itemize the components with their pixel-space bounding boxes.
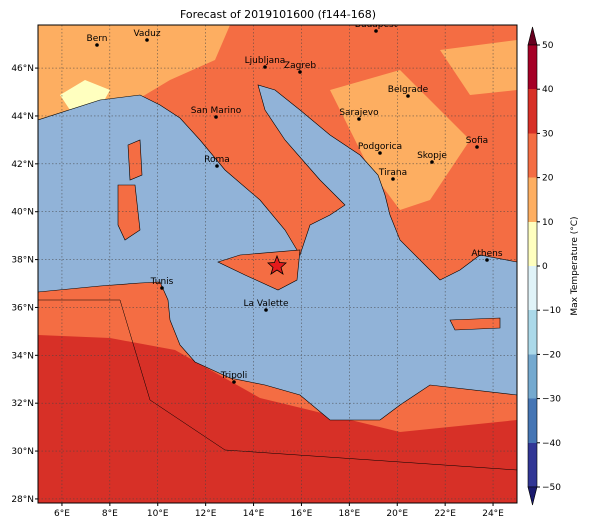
- colorbar-tick-label: −10: [542, 306, 561, 316]
- colorbar-extend-bottom: [527, 486, 538, 506]
- lat-tick-label: 46°N: [11, 64, 34, 74]
- lat-tick-label: 36°N: [11, 303, 34, 313]
- lon-tick-label: 24°E: [482, 509, 504, 519]
- lat-tick-label: 44°N: [11, 112, 34, 122]
- city-label: La Valette: [244, 299, 289, 309]
- city-label: Tirana: [378, 168, 407, 178]
- city-label: Bern: [87, 34, 108, 44]
- star-marker: [267, 254, 287, 275]
- colorbar-tick-label: −30: [542, 395, 561, 405]
- city-label: Budapest: [355, 20, 398, 30]
- colorbar-label: Max Temperature (°C): [570, 216, 580, 315]
- colorbar-tick-label: −40: [542, 439, 561, 449]
- lon-tick-label: 14°E: [243, 509, 265, 519]
- city-dot: [95, 43, 99, 47]
- sicily: [217, 249, 301, 291]
- warm-region: [330, 70, 470, 210]
- lon-tick-label: 8°E: [102, 509, 118, 519]
- city-dot: [475, 145, 479, 149]
- city-label: Ljubljana: [245, 56, 286, 66]
- crete: [449, 317, 501, 331]
- city-dot: [374, 29, 378, 33]
- city-dot: [391, 177, 395, 181]
- hot-region: [38, 335, 517, 503]
- lon-tick-label: 20°E: [386, 509, 408, 519]
- lon-tick-label: 12°E: [195, 509, 217, 519]
- lat-tick-label: 30°N: [11, 447, 34, 457]
- city-label: Tunis: [150, 277, 174, 287]
- border: [38, 299, 517, 471]
- lon-tick-label: 18°E: [339, 509, 361, 519]
- corsica: [127, 139, 143, 181]
- colorbar-extend-top: [527, 26, 538, 46]
- lat-tick-label: 40°N: [11, 208, 34, 218]
- city-label: Sofia: [466, 136, 488, 146]
- colorbar-ticks: −50 −40 −30 −20 −10 0 10 20 30 40 50: [537, 41, 561, 493]
- city-dot: [263, 65, 267, 69]
- city-label: Skopje: [417, 151, 447, 161]
- city-dot: [145, 38, 149, 42]
- colorbar-tick-label: 50: [542, 41, 554, 51]
- city-dot: [160, 286, 164, 290]
- colorbar-tick-label: 10: [542, 218, 554, 228]
- city-label: Podgorica: [358, 142, 402, 152]
- city-label: Tripoli: [220, 371, 248, 381]
- city-dot: [298, 70, 302, 74]
- city-dot: [406, 94, 410, 98]
- city-label: Belgrade: [388, 85, 429, 95]
- colorbar-tick-label: −50: [542, 483, 561, 493]
- colorbar-tick-label: 30: [542, 129, 554, 139]
- city-label: Vaduz: [133, 29, 160, 39]
- colorbar-tick-label: 0: [542, 262, 548, 272]
- city-dot: [264, 308, 268, 312]
- lat-tick-label: 34°N: [11, 351, 34, 361]
- colorbar: [527, 44, 538, 488]
- lon-tick-label: 10°E: [147, 509, 169, 519]
- city-dot: [378, 151, 382, 155]
- city-dot: [430, 160, 434, 164]
- city-dot: [357, 117, 361, 121]
- city-label: Sarajevo: [339, 108, 379, 118]
- colorbar-tick-label: −20: [542, 350, 561, 360]
- city-dot: [485, 258, 489, 262]
- city-label: San Marino: [191, 106, 242, 116]
- lat-tick-label: 42°N: [11, 160, 34, 170]
- city-dot: [232, 380, 236, 384]
- title: Forecast of 2019101600 (f144-168): [180, 8, 376, 21]
- city-label: Roma: [204, 155, 230, 165]
- lat-tick-label: 32°N: [11, 399, 34, 409]
- city-dot: [214, 115, 218, 119]
- sardinia: [117, 184, 141, 241]
- lon-tick-label: 16°E: [291, 509, 313, 519]
- city-dot: [215, 164, 219, 168]
- map-frame: [37, 24, 518, 504]
- lat-tick-label: 28°N: [11, 495, 34, 505]
- lon-tick-label: 6°E: [54, 509, 70, 519]
- warm-region: [440, 40, 517, 95]
- city-label: Zagreb: [284, 61, 316, 71]
- lat-tick-label: 38°N: [11, 256, 34, 266]
- colorbar-tick-label: 20: [542, 174, 554, 184]
- lon-tick-label: 22°E: [434, 509, 456, 519]
- graticule: [38, 25, 517, 503]
- colorbar-tick-label: 40: [542, 85, 554, 95]
- city-label: Athens: [471, 249, 502, 259]
